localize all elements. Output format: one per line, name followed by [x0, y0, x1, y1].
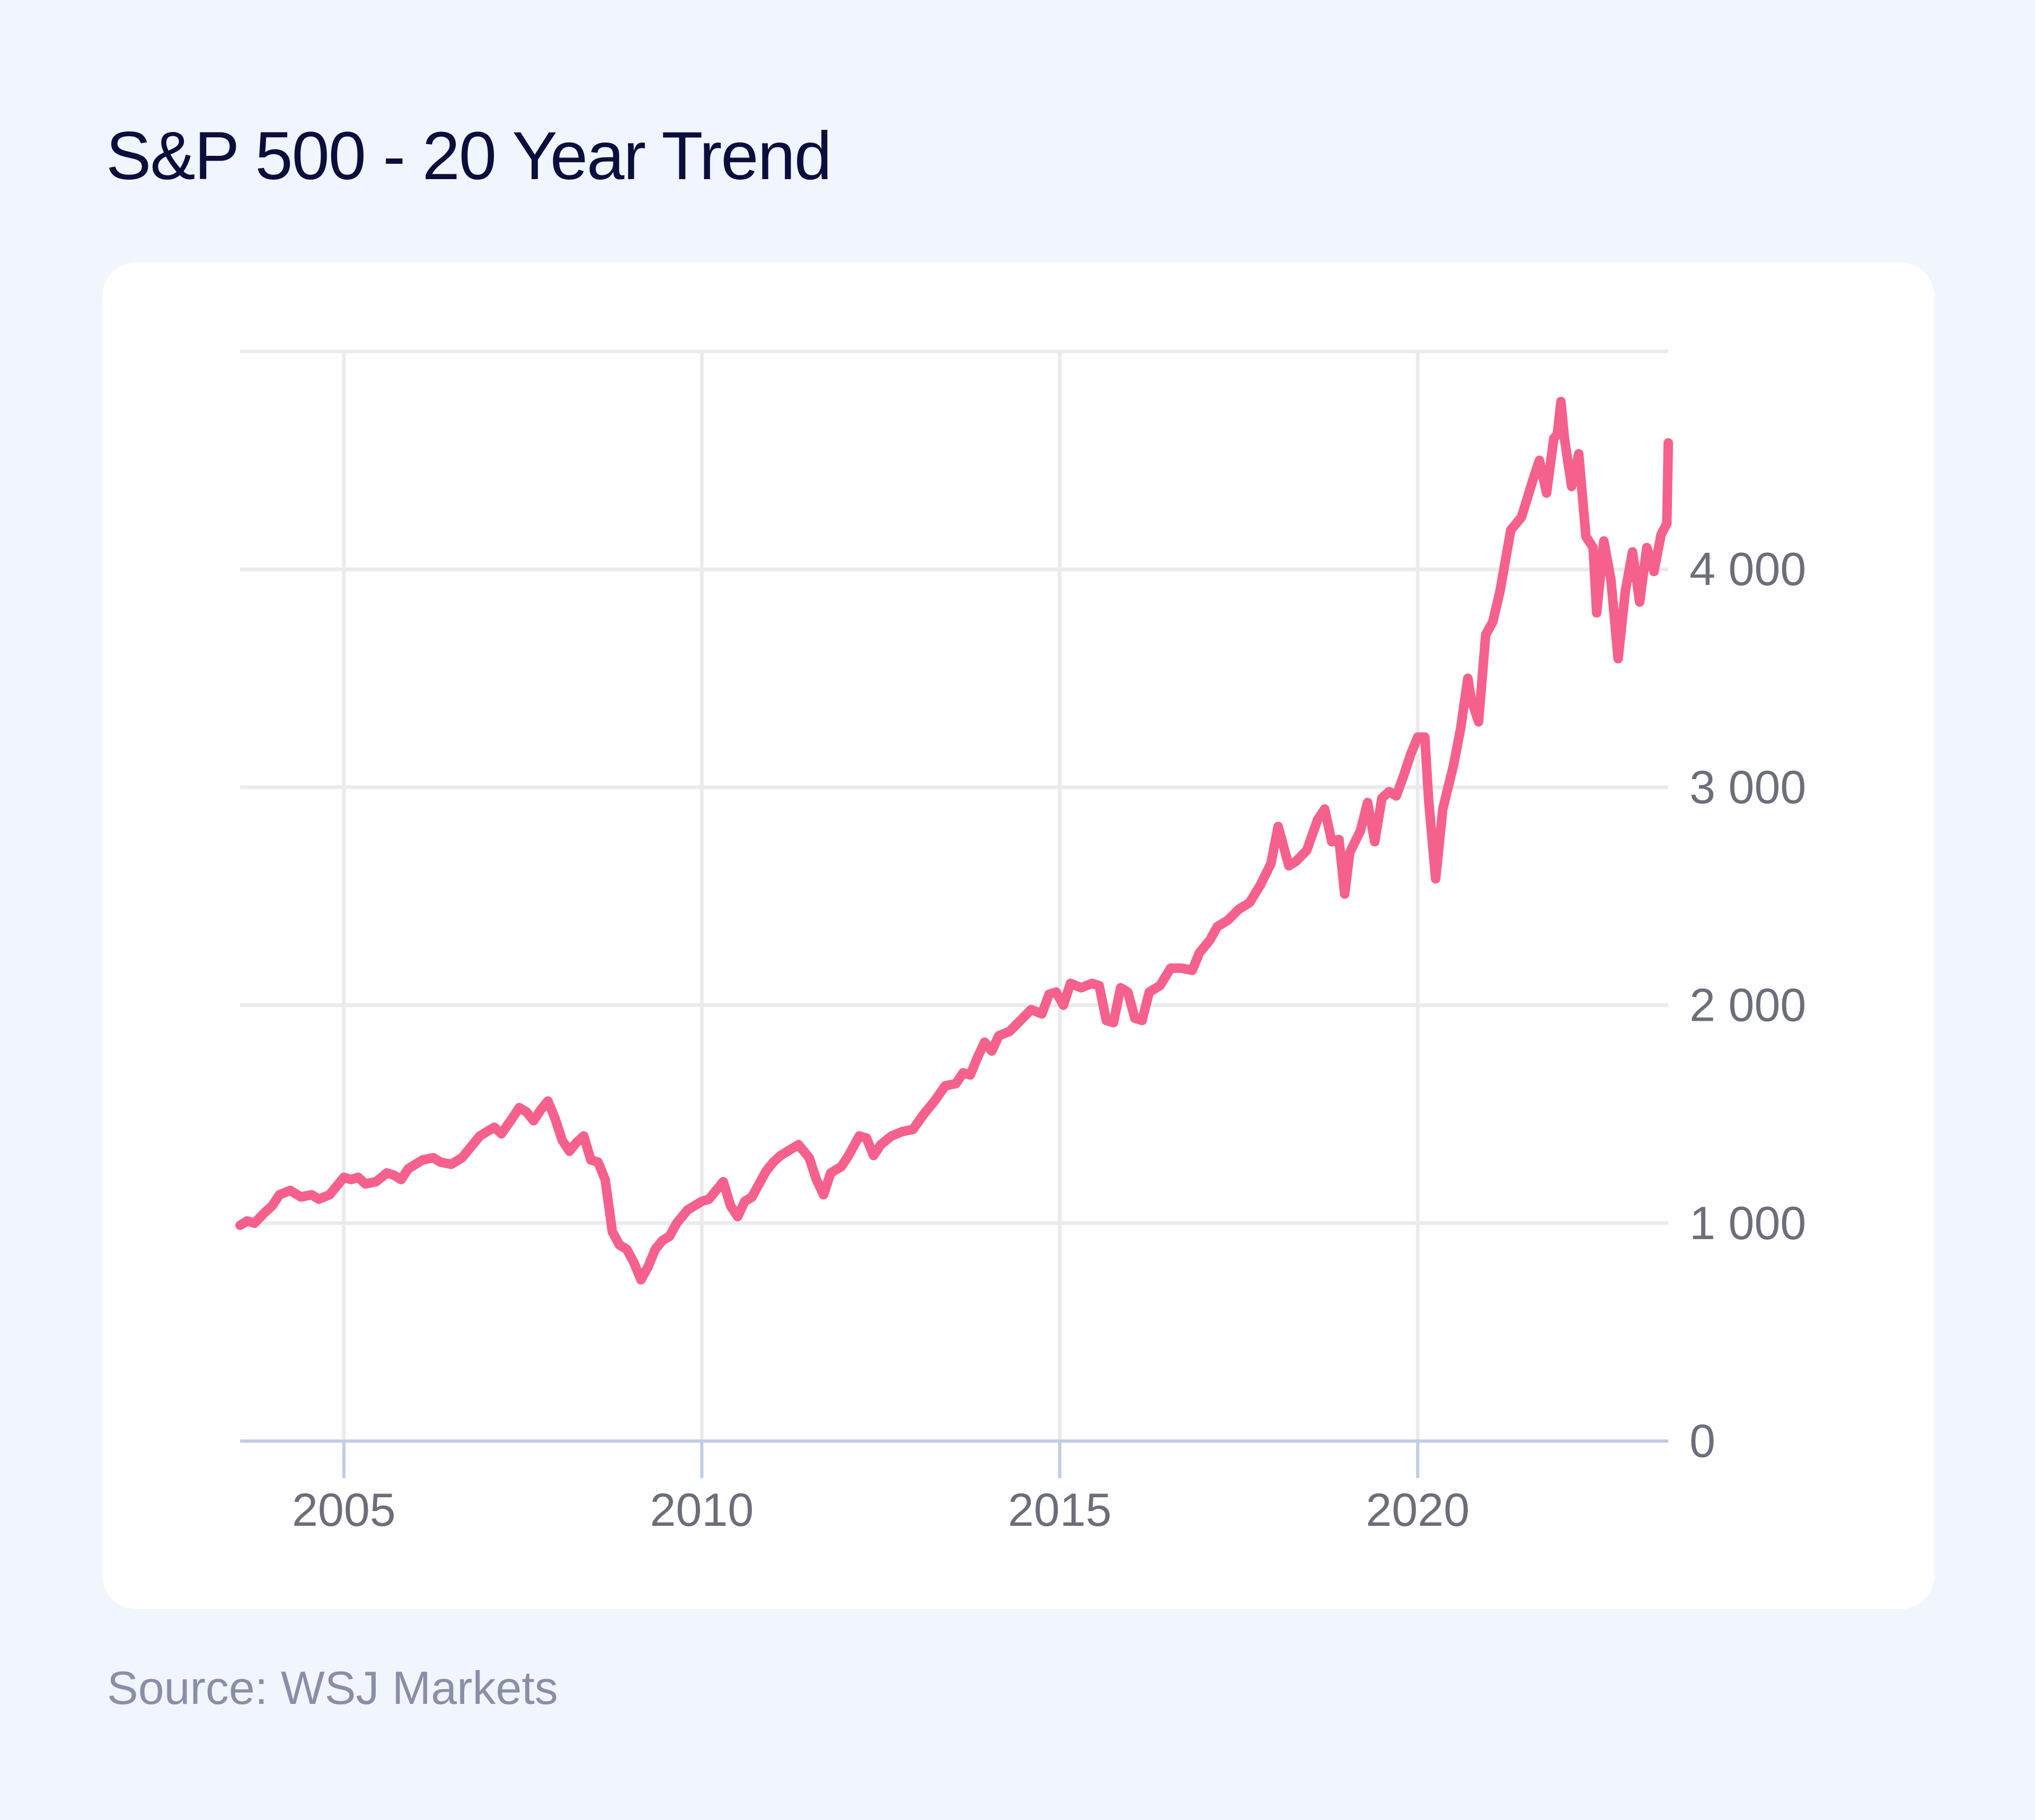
x-tick-label: 2005: [292, 1483, 396, 1536]
y-tick-label: 3 000: [1689, 761, 1806, 813]
x-tick-label: 2020: [1366, 1483, 1470, 1536]
source-note: Source: WSJ Markets: [107, 1662, 558, 1714]
line-chart: 2005 2010 2015 2020 0 1 000 2 000 3 000 4 000: [235, 349, 1806, 1536]
y-tick-label: 1 000: [1689, 1197, 1806, 1249]
y-tick-label: 4 000: [1689, 543, 1806, 595]
chart-card: 2005 2010 2015 2020 0 1 000 2 000 3 000 4 000: [102, 262, 1934, 1609]
y-tick-label: 0: [1689, 1415, 1715, 1467]
series-line: [235, 396, 1673, 1285]
x-tick-label: 2015: [1008, 1483, 1112, 1536]
x-tick-label: 2010: [650, 1483, 754, 1536]
page-title: S&P 500 - 20 Year Trend: [106, 118, 832, 194]
y-tick-label: 2 000: [1689, 979, 1806, 1031]
